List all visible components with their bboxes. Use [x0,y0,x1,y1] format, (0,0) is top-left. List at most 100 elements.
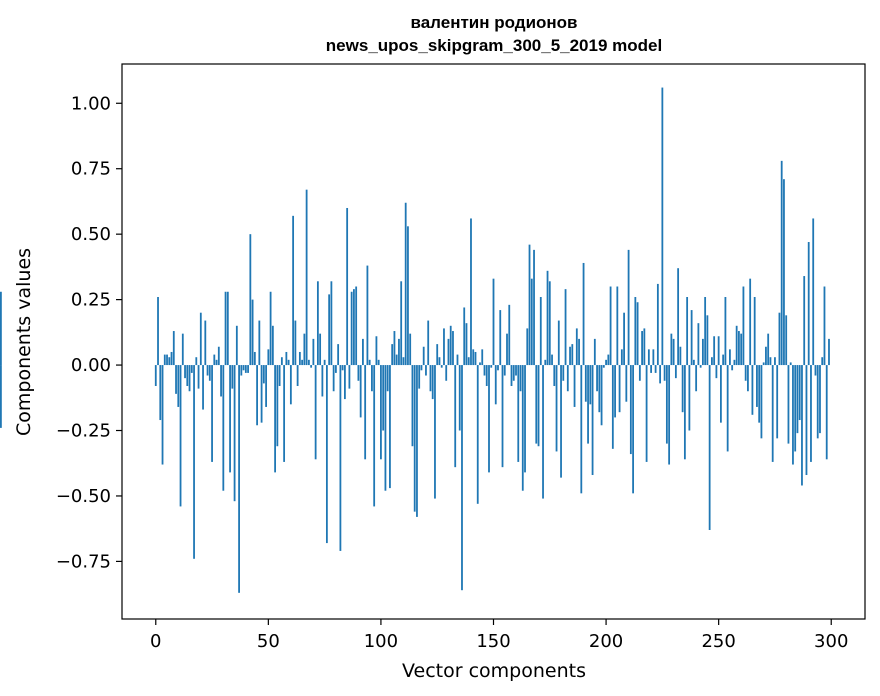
bar-component-299 [828,338,830,366]
bar-component-219 [647,349,650,366]
bar-component-undefined [0,291,2,366]
bar-component-238 [690,310,693,366]
bar-component-74 [321,365,324,397]
bar-component-18 [195,357,198,366]
bar-component-151 [494,365,497,405]
bar-component-170 [537,365,540,447]
bar-component-5 [166,354,168,366]
bar-component-275 [774,357,776,366]
bar-component-187 [575,328,578,366]
bar-component-282 [789,362,792,366]
bar-component-290 [807,242,810,366]
bar-component-212 [632,365,634,494]
bar-component-22 [204,320,207,366]
bar-component-115 [413,365,416,512]
bar-component-211 [629,365,632,455]
bar-component-285 [796,365,799,434]
bar-component-205 [616,286,619,366]
bar-component-142 [474,351,477,366]
bar-component-163 [521,365,524,491]
bar-component-189 [580,365,583,494]
bar-component-60 [289,365,292,405]
bar-component-107 [395,354,398,366]
bar-component-98 [375,336,378,366]
bar-component-198 [600,365,603,426]
bar-component-11 [179,365,182,507]
bar-component-204 [614,365,616,418]
bar-component-259 [738,331,740,366]
bar-component-68 [307,359,310,366]
bar-component-222 [654,365,657,373]
bar-component-30 [222,365,225,491]
bar-component-64 [298,351,301,366]
bar-component-217 [643,328,646,366]
bar-component-21 [202,365,204,410]
bar-component-270 [762,362,765,366]
bar-component-252 [722,354,725,366]
bar-component-128 [443,328,445,366]
bar-component-47 [260,365,263,423]
bar-component-57 [283,365,286,462]
bar-component-206 [618,365,621,413]
bar-component-260 [740,333,743,366]
bar-component-140 [470,218,472,366]
bar-series [0,87,830,593]
bar-component-182 [564,289,567,366]
bar-component-44 [253,351,256,366]
bar-component-62 [294,320,297,366]
bar-component-279 [783,179,785,366]
bar-component-19 [197,365,200,389]
bar-component-159 [512,365,515,381]
bar-component-281 [787,365,790,444]
bar-component-234 [681,365,684,413]
bar-component-123 [431,365,434,400]
bar-component-168 [533,249,535,366]
bar-component-0 [154,365,157,386]
y-tick-label: 1.00 [71,93,111,114]
bar-component-45 [256,365,258,426]
bar-component-119 [422,346,425,366]
bar-component-33 [229,365,231,473]
bar-component-90 [357,365,360,381]
bar-component-236 [686,297,689,366]
bar-component-251 [720,365,722,423]
bar-component-10 [177,365,180,407]
bar-component-201 [607,354,610,366]
bar-component-48 [262,365,265,384]
bar-component-277 [778,312,781,366]
bar-component-65 [301,359,304,366]
bar-component-154 [501,365,504,468]
bar-component-273 [769,357,772,366]
bar-component-58 [285,351,288,366]
bar-component-194 [591,365,594,476]
bar-component-69 [310,365,313,368]
bar-component-296 [821,357,824,366]
x-axis-ticks: 0 50 100 150 200 250 300 [150,619,848,652]
bar-component-2 [159,365,162,421]
bar-component-223 [656,283,659,366]
bar-component-38 [240,365,243,376]
bar-component-undefined [0,365,2,428]
chart-subtitle: news_upos_skipgram_300_5_2019 model [326,36,662,55]
bar-component-26 [213,354,216,366]
bar-component-136 [461,365,463,591]
bar-component-276 [776,365,779,439]
bar-component-298 [825,365,828,460]
bar-component-144 [479,362,481,366]
bar-component-286 [798,365,801,421]
bar-component-49 [265,365,267,407]
bar-component-46 [258,320,261,366]
bar-component-231 [674,365,677,379]
bar-component-97 [373,365,376,507]
bar-component-176 [551,354,553,366]
bar-component-218 [645,365,648,462]
bar-component-135 [458,365,461,431]
bar-component-283 [792,365,794,465]
bar-component-52 [271,325,274,366]
bar-component-28 [217,346,220,366]
bar-component-292 [812,218,815,366]
bar-component-133 [454,365,457,468]
bar-component-83 [341,365,344,371]
bar-component-29 [220,365,222,397]
bar-component-200 [605,359,607,366]
